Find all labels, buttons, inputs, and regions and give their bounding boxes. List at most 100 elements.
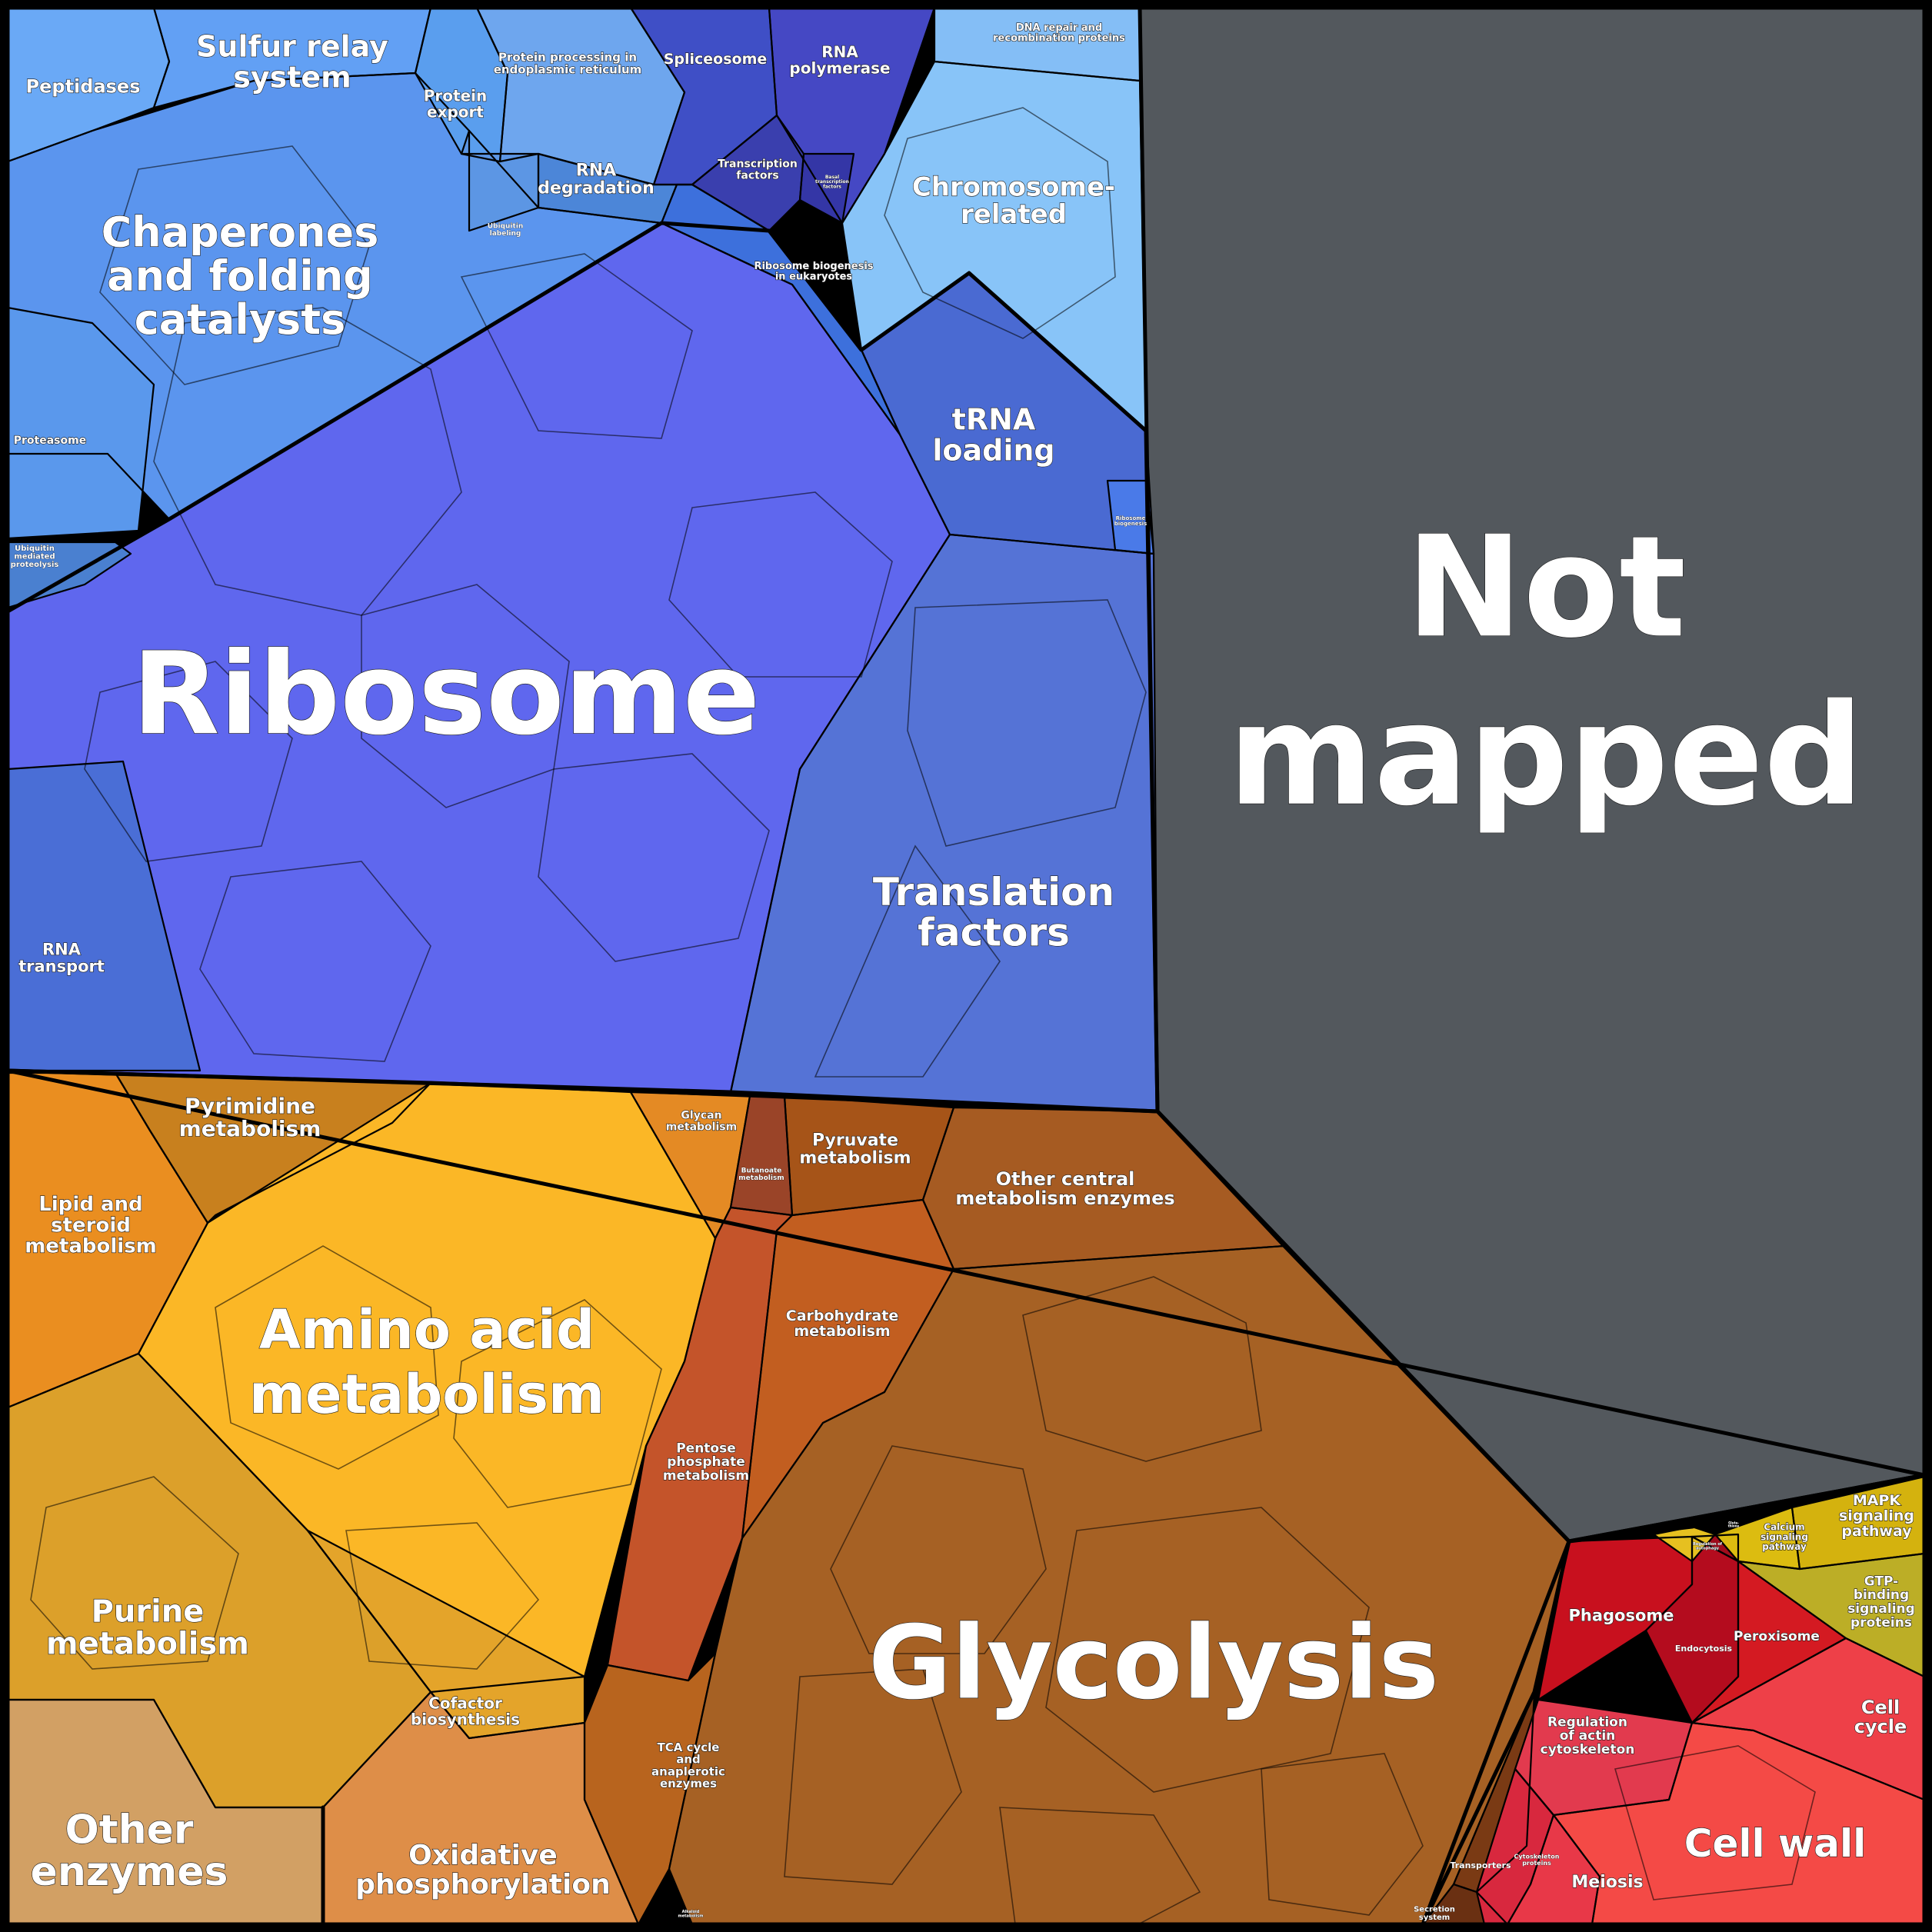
region-amino-acid bbox=[138, 1083, 715, 1692]
label-line: metabolism bbox=[794, 1323, 890, 1340]
label-ribosome-biogenesis-eukaryotes: Ribosome biogenesis in eukaryotes bbox=[754, 261, 873, 283]
label-line: metabolism bbox=[799, 1148, 911, 1168]
region-protein-processing-er bbox=[477, 8, 685, 185]
label-line: Spliceosome bbox=[664, 51, 768, 68]
region-tiny-misc bbox=[1654, 1527, 1715, 1561]
label-line: Cofactor bbox=[428, 1694, 502, 1713]
region-meiosis bbox=[1507, 1815, 1600, 1924]
label-line: in eukaryotes bbox=[775, 271, 853, 283]
label-line: proteolysis bbox=[11, 561, 59, 569]
label-line: Ubiquitin bbox=[488, 223, 524, 231]
region-ribosome-biogenesis-eukaryotes bbox=[661, 185, 900, 435]
label-line: metabolism bbox=[666, 1121, 737, 1133]
voronoi-cell bbox=[830, 1445, 1047, 1654]
label-line: pathway bbox=[1841, 1523, 1912, 1540]
border-layer bbox=[5, 5, 1927, 1927]
label-line: signaling bbox=[1760, 1531, 1808, 1542]
region-pentose-phosphate bbox=[608, 1208, 792, 1681]
region-transcription-factors bbox=[692, 115, 804, 231]
label-line: and bbox=[676, 1753, 701, 1767]
label-line: Glycan bbox=[681, 1110, 721, 1122]
label-rna-transport: RNA transport bbox=[18, 941, 105, 976]
label-trna-loading: tRNA loading bbox=[932, 403, 1054, 468]
label-line: Alkaloid bbox=[682, 1910, 700, 1914]
label-line: Secretion bbox=[1414, 1905, 1455, 1914]
label-line: catalysts bbox=[135, 295, 346, 344]
region-ribosome-biogenesis bbox=[1108, 481, 1154, 554]
border-gtp-binding bbox=[1737, 1552, 1926, 1678]
region-phagosome bbox=[1538, 1537, 1692, 1700]
label-line: Transporters bbox=[1450, 1860, 1511, 1870]
label-endocytosis: Endocytosis bbox=[1675, 1644, 1733, 1654]
label-line: RNA bbox=[576, 161, 616, 180]
label-line: Not bbox=[1406, 505, 1686, 668]
label-line: recombination proteins bbox=[993, 33, 1125, 45]
region-gtp-binding bbox=[1738, 1554, 1924, 1677]
label-line: transport bbox=[18, 958, 105, 976]
label-spliceosome: Spliceosome bbox=[664, 51, 768, 68]
label-butanoate-metabolism: Butanoate metabolism bbox=[738, 1168, 784, 1182]
voronoi-cell bbox=[907, 599, 1147, 847]
region-chromosome-related bbox=[842, 62, 1146, 431]
voronoi-cell bbox=[884, 107, 1116, 339]
label-line: of actin bbox=[1560, 1728, 1616, 1744]
region-purine-metabolism bbox=[8, 1354, 431, 1807]
region-trna-loading bbox=[861, 273, 1154, 554]
label-line: Other central bbox=[996, 1168, 1135, 1190]
label-other-central: Other central metabolism enzymes bbox=[955, 1168, 1174, 1209]
label-line: biosynthesis bbox=[411, 1710, 520, 1729]
label-line: Cytoskeleton bbox=[1514, 1854, 1560, 1860]
label-line: binding bbox=[1854, 1587, 1909, 1603]
label-mapk-signaling: MAPK signaling pathway bbox=[1839, 1492, 1914, 1540]
label-line: Regulation bbox=[1547, 1714, 1627, 1730]
label-line: Carbohydrate bbox=[786, 1307, 898, 1324]
label-protein-export: Protein export bbox=[424, 87, 487, 122]
label-line: enzymes bbox=[660, 1777, 717, 1790]
region-butanoate-metabolism bbox=[731, 1096, 792, 1215]
label-line: steroid bbox=[51, 1214, 131, 1237]
voronoi-cell bbox=[1614, 1745, 1816, 1900]
label-line: degradation bbox=[538, 178, 655, 198]
label-line: Oxidative bbox=[408, 1840, 558, 1871]
label-line: factors bbox=[736, 169, 778, 182]
label-cytoskeleton-proteins: Cytoskeleton proteins bbox=[1514, 1854, 1560, 1867]
label-basal-transcription-factors: Basal transcription factors bbox=[815, 175, 849, 190]
voronoi-cell bbox=[1261, 1753, 1424, 1916]
region-other-central bbox=[923, 1108, 1284, 1269]
voronoi-cell bbox=[668, 491, 893, 678]
label-line: metabolism bbox=[46, 1626, 249, 1661]
label-line: signaling bbox=[1839, 1507, 1914, 1524]
label-translation-factors: Translation factors bbox=[873, 870, 1114, 955]
label-line: Calcium bbox=[1764, 1522, 1804, 1533]
label-line: Chaperones bbox=[102, 208, 379, 257]
region-translation-factors bbox=[731, 535, 1158, 1111]
label-line: Chromosome- bbox=[912, 172, 1115, 202]
label-pyruvate-metabolism: Pyruvate metabolism bbox=[799, 1131, 911, 1168]
label-rna-degradation: RNA degradation bbox=[538, 161, 655, 198]
voronoi-cell bbox=[30, 1476, 239, 1670]
label-line: TCA cycle bbox=[658, 1740, 720, 1754]
label-pyrimidine-metabolism: Pyrimidine metabolism bbox=[179, 1093, 321, 1141]
label-glycolysis: Glycolysis bbox=[868, 1604, 1439, 1723]
label-line: factors bbox=[823, 184, 841, 189]
label-line: system bbox=[233, 61, 351, 95]
label-line: Purine bbox=[92, 1594, 205, 1629]
label-line: factors bbox=[918, 910, 1070, 954]
label-line: enzymes bbox=[31, 1849, 228, 1895]
label-line: labeling bbox=[490, 230, 521, 238]
label-line: Transcription bbox=[718, 158, 798, 171]
label-line: metabolism enzymes bbox=[955, 1188, 1174, 1209]
cell-layer bbox=[30, 107, 1816, 1925]
label-tiny-misc: Gluta-thione bbox=[1728, 1521, 1740, 1527]
label-ubiquitin-labeling: Ubiquitin labeling bbox=[488, 223, 524, 238]
label-ubiquitin-proteolysis: Ubiquitin mediated proteolysis bbox=[11, 545, 59, 569]
voronoi-cell bbox=[538, 753, 770, 962]
label-oxidative-phosphorylation: Oxidative phosphorylation bbox=[355, 1840, 610, 1900]
label-chromosome-related: Chromosome-related bbox=[912, 172, 1115, 230]
label-line: metabolism bbox=[738, 1174, 784, 1182]
label-regulation-autophagy: Regulation of autophagy bbox=[1693, 1542, 1723, 1551]
voronoi-cell bbox=[1045, 1507, 1370, 1793]
label-line: Peptidases bbox=[26, 76, 141, 98]
